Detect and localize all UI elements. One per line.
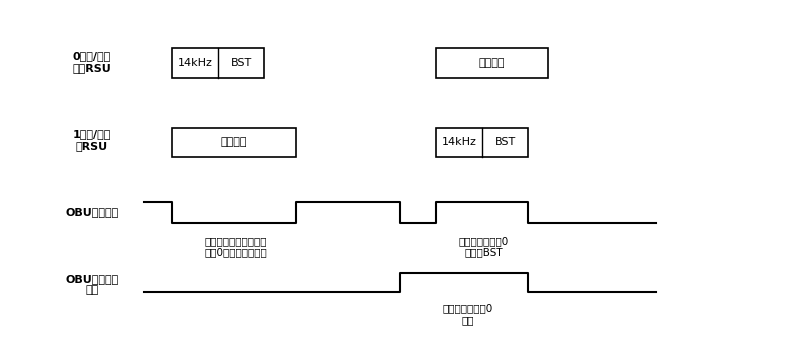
Text: 0信道/相邻
车道RSU: 0信道/相邻 车道RSU [73, 51, 111, 73]
Text: BST: BST [494, 137, 516, 147]
Text: 转入工作状态并默认设
置为0信道对应的频率: 转入工作状态并默认设 置为0信道对应的频率 [205, 236, 267, 257]
FancyBboxPatch shape [172, 128, 296, 157]
FancyBboxPatch shape [436, 48, 548, 78]
Text: 1信道/本车
道RSU: 1信道/本车 道RSU [73, 129, 111, 150]
Text: 14kHz: 14kHz [442, 137, 477, 147]
FancyBboxPatch shape [172, 48, 264, 78]
Text: 干扰信号: 干扰信号 [478, 58, 506, 68]
Text: 唤醒状态，接收0
信道的BST: 唤醒状态，接收0 信道的BST [459, 236, 509, 257]
Text: 14kHz: 14kHz [178, 58, 213, 68]
Text: 邻道有数据锁定0
信道: 邻道有数据锁定0 信道 [443, 303, 493, 325]
Text: BST: BST [230, 58, 252, 68]
Text: 干扰信号: 干扰信号 [221, 137, 247, 147]
Text: OBU信道锁定
波形: OBU信道锁定 波形 [66, 274, 118, 295]
Text: OBU状态波形: OBU状态波形 [66, 207, 118, 217]
FancyBboxPatch shape [436, 128, 528, 157]
